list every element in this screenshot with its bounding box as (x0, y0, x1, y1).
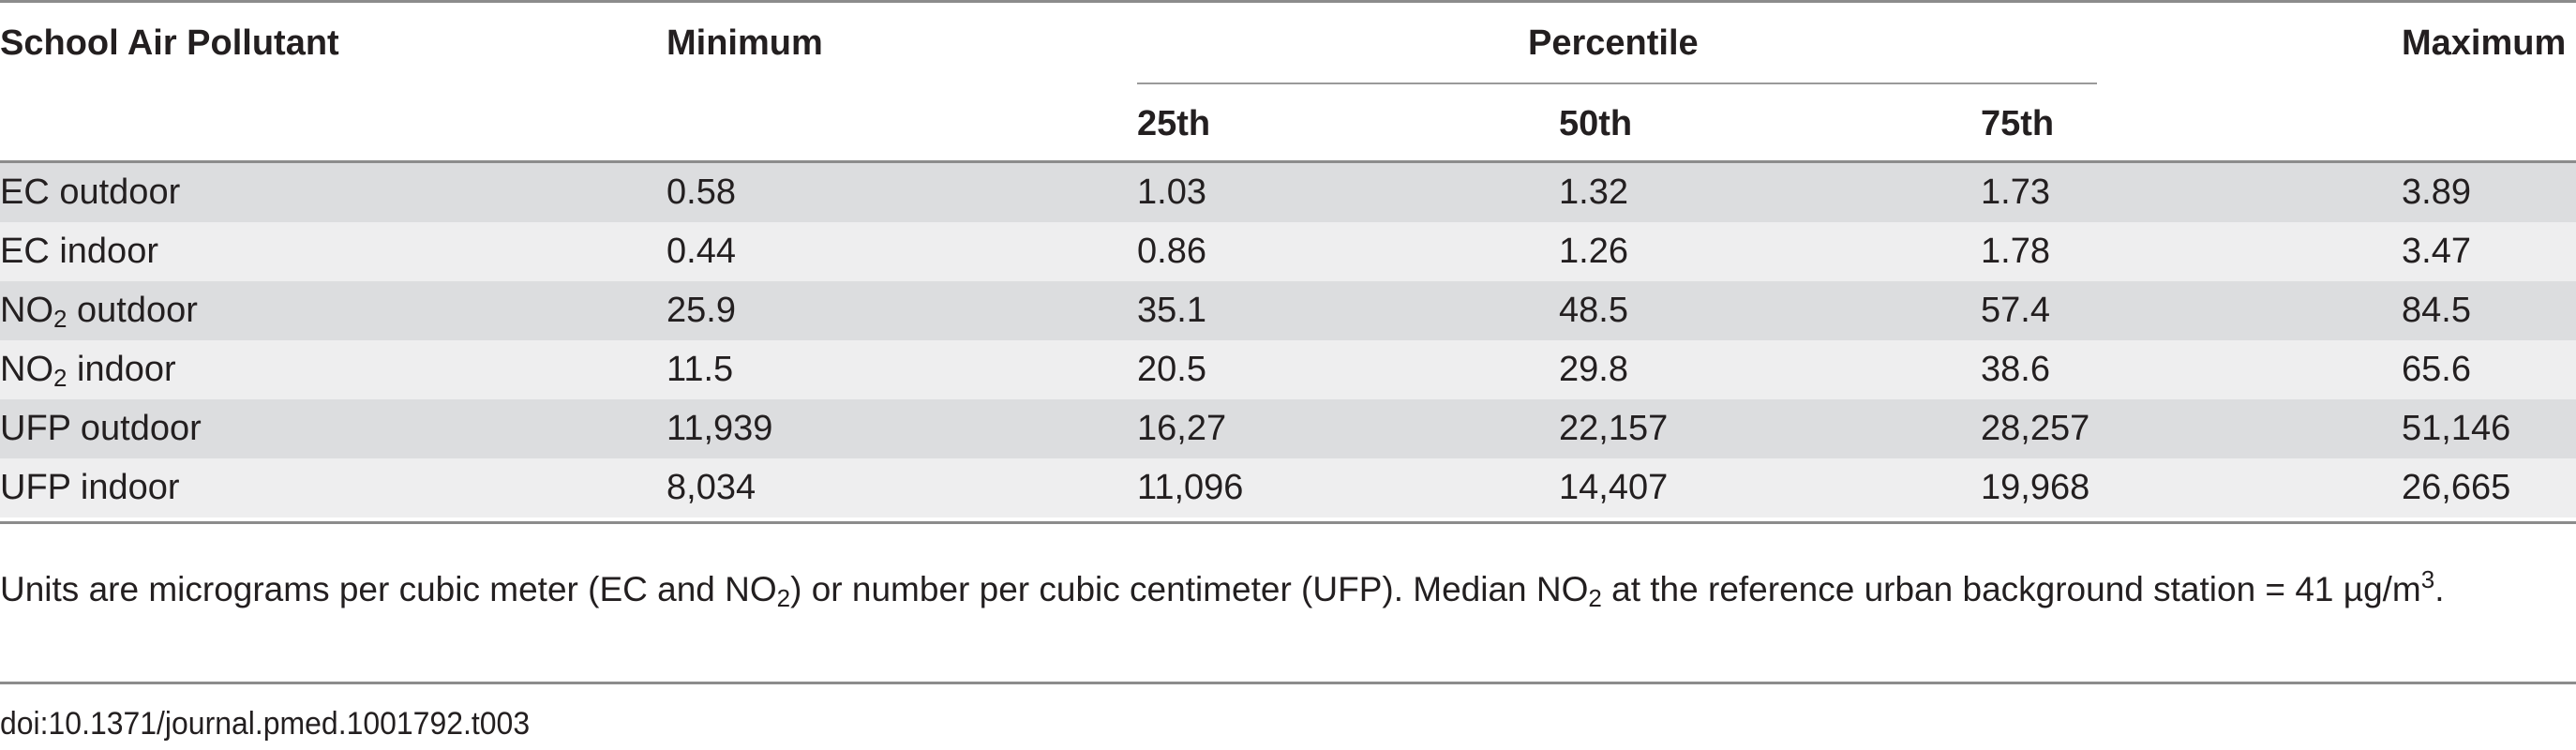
p75-cell: 1.78 (1981, 232, 2050, 271)
header-bottom-rule (0, 160, 2576, 163)
minimum-cell: 25.9 (666, 291, 736, 330)
maximum-cell: 26,665 (2402, 468, 2511, 507)
p25-cell: 16,27 (1137, 409, 1227, 448)
p25-cell: 20.5 (1137, 350, 1206, 389)
p50-cell: 1.32 (1559, 172, 1628, 212)
pollutant-cell: NO2 indoor (0, 350, 176, 392)
maximum-cell: 3.47 (2402, 232, 2471, 271)
p75-cell: 1.73 (1981, 172, 2050, 212)
p75-cell: 19,968 (1981, 468, 2090, 507)
p25-cell: 35.1 (1137, 291, 1206, 330)
maximum-cell: 65.6 (2402, 350, 2471, 389)
table-row: UFP indoor 8,034 11,096 14,407 19,968 26… (0, 458, 2576, 518)
table-top-rule (0, 0, 2576, 3)
table-row: EC outdoor 0.58 1.03 1.32 1.73 3.89 (0, 163, 2576, 222)
maximum-cell: 51,146 (2402, 409, 2511, 448)
p50-cell: 48.5 (1559, 291, 1628, 330)
doi-link[interactable]: doi:10.1371/journal.pmed.1001792.t003 (0, 706, 531, 742)
header-school-air-pollutant: School Air Pollutant (0, 23, 339, 63)
p25-cell: 1.03 (1137, 172, 1206, 212)
pollutant-cell: UFP indoor (0, 468, 180, 507)
table-row: NO2 outdoor 25.9 35.1 48.5 57.4 84.5 (0, 281, 2576, 340)
header-maximum: Maximum (2402, 23, 2567, 63)
p25-cell: 0.86 (1137, 232, 1206, 271)
header-percentile: Percentile (1528, 23, 1699, 63)
table-row: UFP outdoor 11,939 16,27 22,157 28,257 5… (0, 399, 2576, 458)
minimum-cell: 11,939 (666, 409, 773, 448)
p50-cell: 14,407 (1559, 468, 1669, 507)
p50-cell: 1.26 (1559, 232, 1628, 271)
header-25th: 25th (1137, 104, 1211, 143)
pollutant-cell: UFP outdoor (0, 409, 202, 448)
p75-cell: 28,257 (1981, 409, 2090, 448)
minimum-cell: 0.44 (666, 232, 736, 271)
table-bottom-rule (0, 521, 2576, 524)
table-row: EC indoor 0.44 0.86 1.26 1.78 3.47 (0, 222, 2576, 281)
pollutant-cell: NO2 outdoor (0, 291, 198, 333)
maximum-cell: 84.5 (2402, 291, 2471, 330)
header-75th: 75th (1981, 104, 2055, 143)
table-footnote: Units are micrograms per cubic meter (EC… (0, 565, 2445, 612)
p25-cell: 11,096 (1137, 468, 1244, 507)
table-row: NO2 indoor 11.5 20.5 29.8 38.6 65.6 (0, 340, 2576, 399)
header-minimum: Minimum (666, 23, 823, 63)
p75-cell: 38.6 (1981, 350, 2050, 389)
percentile-span-rule (1137, 82, 2097, 84)
p50-cell: 22,157 (1559, 409, 1669, 448)
footnote-rule (0, 682, 2576, 684)
pollutant-cell: EC indoor (0, 232, 158, 271)
pollutant-cell: EC outdoor (0, 172, 181, 212)
minimum-cell: 11.5 (666, 350, 734, 389)
header-50th: 50th (1559, 104, 1633, 143)
minimum-cell: 0.58 (666, 172, 736, 212)
p75-cell: 57.4 (1981, 291, 2050, 330)
minimum-cell: 8,034 (666, 468, 756, 507)
maximum-cell: 3.89 (2402, 172, 2471, 212)
p50-cell: 29.8 (1559, 350, 1628, 389)
